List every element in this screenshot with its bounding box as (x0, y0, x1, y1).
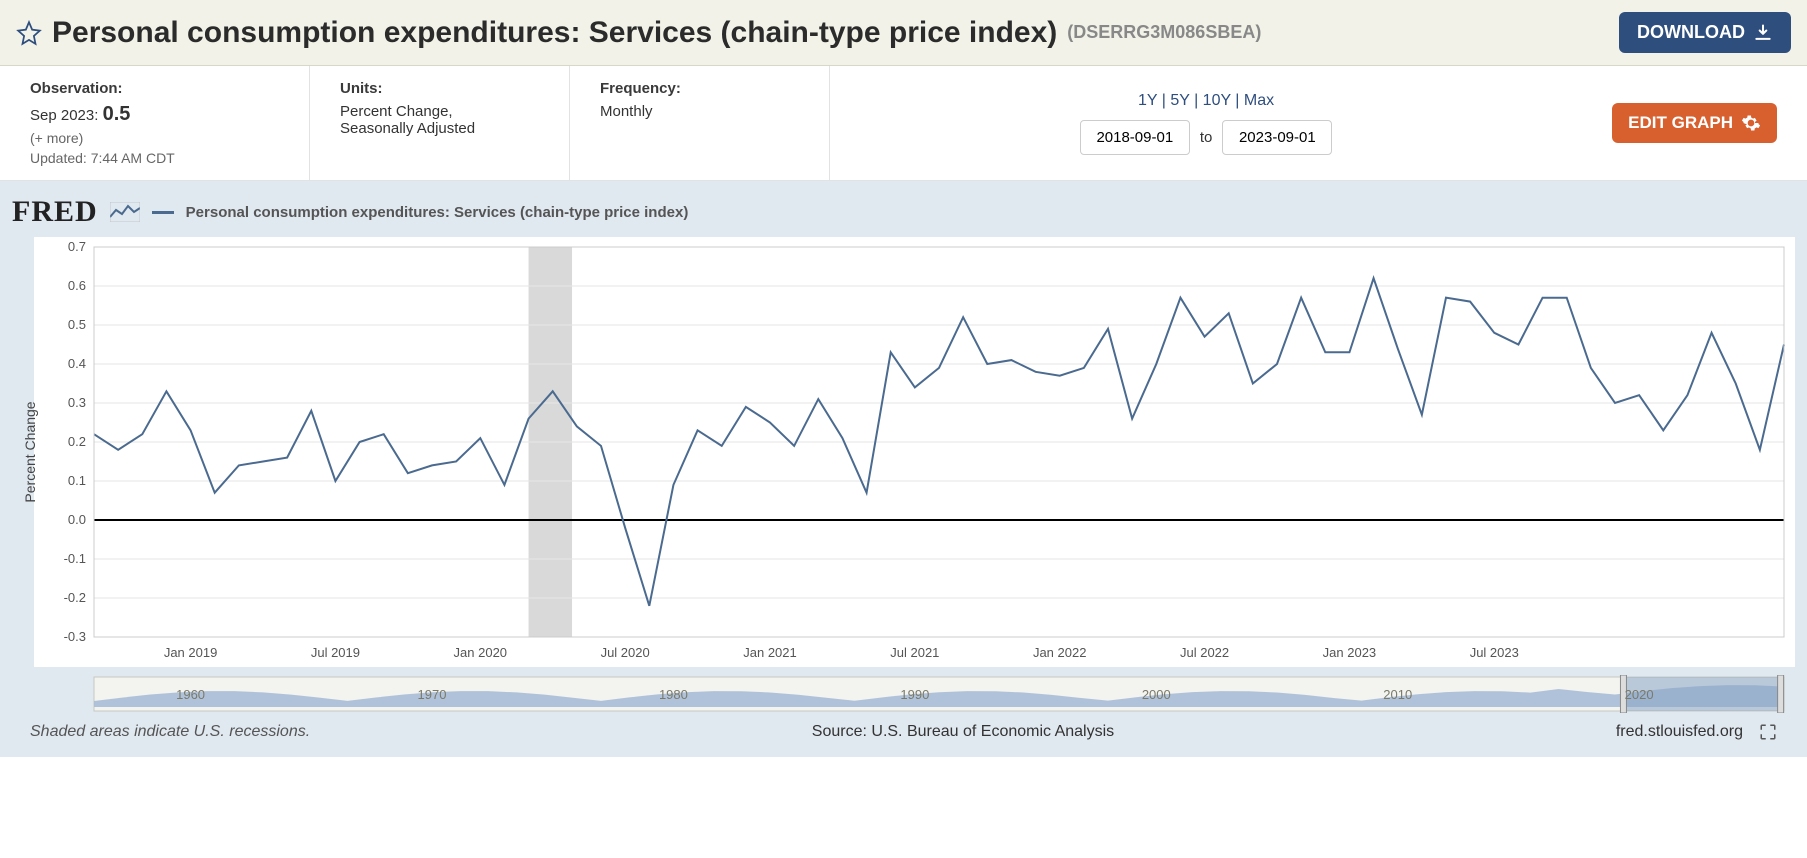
date-to-label: to (1200, 129, 1213, 146)
chart-area: FRED Personal consumption expenditures: … (0, 181, 1807, 757)
svg-text:1970: 1970 (418, 687, 447, 702)
svg-text:1960: 1960 (176, 687, 205, 702)
svg-text:0.4: 0.4 (68, 356, 86, 371)
svg-text:-0.3: -0.3 (64, 629, 86, 644)
header-bar: Personal consumption expenditures: Servi… (0, 0, 1807, 66)
y-axis-label: Percent Change (22, 401, 38, 502)
svg-text:Jan 2022: Jan 2022 (1033, 645, 1087, 660)
observation-date: Sep 2023: (30, 107, 98, 124)
units-line2: Seasonally Adjusted (340, 120, 539, 137)
svg-text:2010: 2010 (1383, 687, 1412, 702)
range-1y[interactable]: 1Y (1138, 92, 1157, 109)
svg-text:Jul 2023: Jul 2023 (1470, 645, 1519, 660)
range-5y[interactable]: 5Y (1170, 92, 1189, 109)
chart-header: FRED Personal consumption expenditures: … (6, 191, 1801, 237)
download-label: DOWNLOAD (1637, 22, 1745, 43)
svg-text:Jul 2020: Jul 2020 (601, 645, 650, 660)
date-from-input[interactable] (1080, 120, 1190, 155)
svg-text:0.1: 0.1 (68, 473, 86, 488)
svg-text:0.2: 0.2 (68, 434, 86, 449)
favorite-star-icon[interactable] (16, 20, 42, 46)
svg-text:1980: 1980 (659, 687, 688, 702)
legend-line (152, 211, 174, 214)
recession-note: Shaded areas indicate U.S. recessions. (30, 723, 310, 741)
source-note: Source: U.S. Bureau of Economic Analysis (812, 723, 1114, 741)
svg-text:Jan 2023: Jan 2023 (1323, 645, 1377, 660)
mini-chart-icon (110, 202, 140, 222)
edit-graph-label: EDIT GRAPH (1628, 113, 1733, 133)
svg-text:Jan 2020: Jan 2020 (454, 645, 508, 660)
svg-text:1990: 1990 (900, 687, 929, 702)
svg-text:Jul 2022: Jul 2022 (1180, 645, 1229, 660)
range-inputs: to (1080, 120, 1333, 155)
line-chart[interactable]: -0.3 -0.2 -0.1 0.0 0.1 0.2 0.3 0.4 0.5 0.6 0.7 Jan … (34, 237, 1794, 667)
svg-text:2000: 2000 (1142, 687, 1171, 702)
range-max[interactable]: Max (1244, 92, 1274, 109)
fred-logo: FRED (12, 195, 98, 229)
units-label: Units: (340, 80, 539, 97)
range-cell: 1Y | 5Y | 10Y | Max to (830, 66, 1582, 180)
svg-text:-0.1: -0.1 (64, 551, 86, 566)
observation-more[interactable]: (+ more) (30, 130, 279, 146)
download-icon (1753, 23, 1773, 43)
edit-graph-button[interactable]: EDIT GRAPH (1612, 103, 1777, 143)
observation-value: 0.5 (103, 103, 131, 125)
svg-text:0.6: 0.6 (68, 278, 86, 293)
gear-icon (1741, 113, 1761, 133)
site-link[interactable]: fred.stlouisfed.org (1616, 723, 1743, 741)
svg-text:2020: 2020 (1625, 687, 1654, 702)
frequency-label: Frequency: (600, 80, 799, 97)
svg-text:Jan 2021: Jan 2021 (743, 645, 797, 660)
svg-text:0.3: 0.3 (68, 395, 86, 410)
series-title: Personal consumption expenditures: Servi… (52, 16, 1057, 50)
svg-text:0.0: 0.0 (68, 512, 86, 527)
chart-footer: Shaded areas indicate U.S. recessions. S… (6, 713, 1801, 751)
series-id: (DSERRG3M086SBEA) (1067, 22, 1261, 43)
svg-text:0.7: 0.7 (68, 239, 86, 254)
time-slider-svg[interactable]: 1960 1970 1980 1990 2000 2010 2020 (34, 675, 1794, 713)
frequency-cell: Frequency: Monthly (570, 66, 830, 180)
units-line1: Percent Change, (340, 103, 539, 120)
plot-wrap: Percent Change -0.3-0.2-0.10.00.10.20.30… (34, 237, 1795, 667)
download-button[interactable]: DOWNLOAD (1619, 12, 1791, 53)
range-10y[interactable]: 10Y (1203, 92, 1231, 109)
meta-row: Observation: Sep 2023: 0.5 (+ more) Upda… (0, 66, 1807, 181)
date-to-input[interactable] (1222, 120, 1332, 155)
units-cell: Units: Percent Change, Seasonally Adjust… (310, 66, 570, 180)
observation-cell: Observation: Sep 2023: 0.5 (+ more) Upda… (0, 66, 310, 180)
svg-text:Jul 2019: Jul 2019 (311, 645, 360, 660)
svg-text:Jan 2019: Jan 2019 (164, 645, 218, 660)
legend-label: Personal consumption expenditures: Servi… (186, 204, 689, 221)
observation-updated: Updated: 7:44 AM CDT (30, 150, 279, 166)
edit-cell: EDIT GRAPH (1582, 66, 1807, 180)
title-group: Personal consumption expenditures: Servi… (16, 16, 1261, 50)
time-slider[interactable]: 1960 1970 1980 1990 2000 2010 2020 (34, 675, 1795, 713)
svg-text:Jul 2021: Jul 2021 (890, 645, 939, 660)
observation-label: Observation: (30, 80, 279, 97)
frequency-value: Monthly (600, 103, 799, 120)
fullscreen-icon[interactable] (1759, 723, 1777, 741)
svg-text:-0.2: -0.2 (64, 590, 86, 605)
svg-text:0.5: 0.5 (68, 317, 86, 332)
range-links: 1Y | 5Y | 10Y | Max (1138, 92, 1274, 110)
